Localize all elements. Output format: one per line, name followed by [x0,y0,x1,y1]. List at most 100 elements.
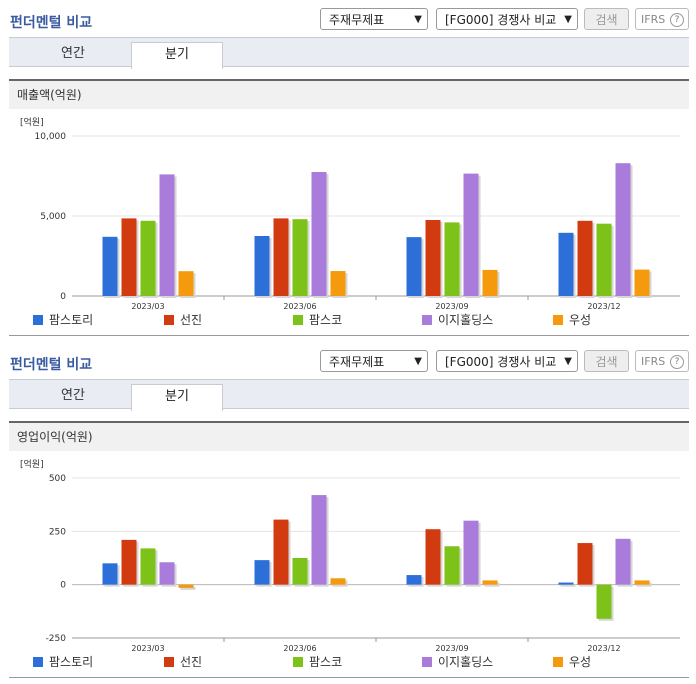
x-tick-label: 2023/03 [131,302,164,310]
x-tick-label: 2023/12 [587,302,620,310]
bar [330,271,346,296]
legend-item[interactable]: 팜스토리 [33,311,93,329]
legend-item[interactable]: 우성 [553,653,591,671]
legend-swatch [422,657,432,667]
bar [121,539,137,585]
revenue-chart: [억원] 10,000 5,000 0 2023/03 2023/06 2023/09 202… [20,116,680,310]
compare-select-value: [FG000] 경쟁사 비교 [445,13,557,27]
section-title: 영업이익(억원) [9,421,689,451]
legend-item[interactable]: 이지홀딩스 [422,311,493,329]
tab-quarterly[interactable]: 분기 [131,384,223,411]
y-tick-label: 0 [60,292,66,302]
bar [444,546,460,585]
ifrs-label: IFRS [641,355,666,368]
legend-label: 이지홀딩스 [438,655,494,669]
tab-quarterly[interactable]: 분기 [131,42,223,69]
period-tabs: 연간 분기 [9,379,689,411]
bar [140,548,156,585]
bar [615,538,631,585]
ifrs-button[interactable]: IFRS? [635,8,689,30]
legend-item[interactable]: 팜스코 [293,653,342,671]
legend-swatch [422,315,432,325]
ifrs-button[interactable]: IFRS? [635,350,689,372]
legend-item[interactable]: 우성 [553,311,591,329]
bar [634,269,650,296]
bar [558,232,574,296]
x-tick-label: 2023/09 [435,644,468,652]
section-title: 매출액(억원) [9,79,689,109]
x-tick-label: 2023/09 [435,302,468,310]
legend-item[interactable]: 이지홀딩스 [422,653,493,671]
legend-item[interactable]: 팜스토리 [33,653,93,671]
ifrs-label: IFRS [641,13,666,26]
bar [463,173,479,296]
bar [159,562,175,585]
help-icon[interactable]: ? [670,355,684,369]
bar [425,220,441,296]
bar [311,172,327,296]
legend-label: 우성 [569,655,592,669]
x-tick-label: 2023/06 [283,302,316,310]
bar [577,220,593,296]
bar-shadow [180,586,196,590]
bar [311,495,327,585]
bar [273,519,289,585]
bar [102,563,118,585]
bar [292,558,308,585]
compare-select[interactable]: [FG000] 경쟁사 비교 ▼ [436,8,578,30]
legend-swatch [293,657,303,667]
legend-label: 우성 [569,313,592,327]
bar [140,220,156,296]
chevron-down-icon: ▼ [564,14,572,25]
legend-item[interactable]: 선진 [164,653,202,671]
bar [102,236,118,296]
legend-label: 팜스코 [309,655,343,669]
bar [273,218,289,296]
chevron-down-icon: ▼ [414,356,422,367]
bar [178,584,194,588]
period-tabs: 연간 분기 [9,37,689,69]
legend-label: 선진 [180,313,203,327]
statement-select[interactable]: 주재무제표 ▼ [320,8,428,30]
legend-item[interactable]: 선진 [164,311,202,329]
legend-swatch [553,315,563,325]
compare-select[interactable]: [FG000] 경쟁사 비교 ▼ [436,350,578,372]
legend-label: 팜스토리 [49,655,94,669]
bar [634,580,650,585]
bar [463,520,479,585]
legend-item[interactable]: 팜스코 [293,311,342,329]
legend-swatch [33,657,43,667]
x-tick-label: 2023/03 [131,644,164,652]
tab-annual[interactable]: 연간 [61,46,85,61]
unit-label: [억원] [20,116,44,128]
chart-legend: 팜스토리 선진 팜스코 이지홀딩스 우성 [0,311,696,331]
bar [406,237,422,296]
legend-swatch [33,315,43,325]
bar [444,222,460,296]
chevron-down-icon: ▼ [414,14,422,25]
statement-select[interactable]: 주재무제표 ▼ [320,350,428,372]
x-tick-label: 2023/12 [587,644,620,652]
bar-shadow [560,584,576,587]
bar [558,582,574,585]
bar [330,578,346,585]
divider [9,677,689,678]
bar [292,219,308,296]
search-button[interactable]: 검색 [584,8,629,30]
tab-annual[interactable]: 연간 [61,388,85,403]
divider [9,335,689,336]
bar [615,163,631,296]
chevron-down-icon: ▼ [564,356,572,367]
x-tick-label: 2023/06 [283,644,316,652]
panel-title: 펀더멘털 비교 [10,15,93,31]
statement-select-value: 주재무제표 [329,355,385,369]
bar [482,269,498,296]
bar [425,529,441,585]
legend-label: 선진 [180,655,203,669]
y-tick-label: 0 [60,581,66,591]
help-icon[interactable]: ? [670,13,684,27]
unit-label: [억원] [20,458,44,470]
bar [178,271,194,296]
y-tick-label: 250 [49,527,66,537]
search-button[interactable]: 검색 [584,350,629,372]
